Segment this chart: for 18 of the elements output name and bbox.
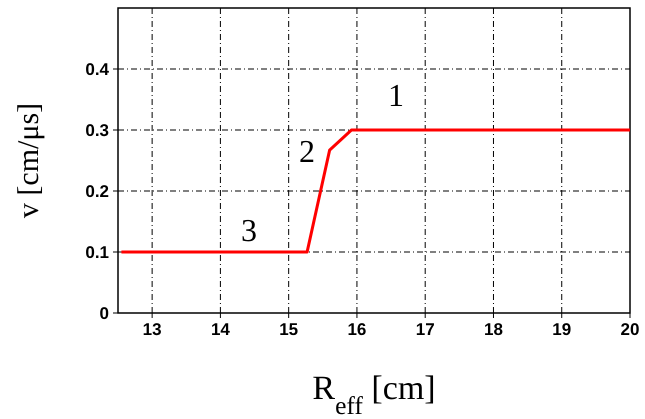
x-tick-label: 20 bbox=[620, 320, 640, 339]
annotation: 3 bbox=[241, 212, 257, 248]
annotation: 1 bbox=[388, 77, 404, 113]
x-tick-label: 19 bbox=[552, 320, 572, 339]
y-tick-label: 0 bbox=[100, 304, 109, 323]
annotation: 2 bbox=[299, 133, 315, 169]
x-tick-label: 17 bbox=[416, 320, 435, 339]
y-tick-label: 0.4 bbox=[85, 60, 110, 79]
y-tick-label: 0.3 bbox=[85, 121, 109, 140]
x-tick-label: 15 bbox=[279, 320, 298, 339]
y-tick-label: 0.1 bbox=[85, 243, 109, 262]
x-axis-title: R$_{eff}$ [cm] bbox=[312, 370, 436, 419]
x-tick-label: 18 bbox=[484, 320, 503, 339]
x-tick-label: 16 bbox=[347, 320, 366, 339]
y-axis-title: v [cm/μs] bbox=[12, 102, 45, 218]
y-tick-label: 0.2 bbox=[85, 182, 109, 201]
x-tick-label: 13 bbox=[142, 320, 162, 339]
x-tick-label: 14 bbox=[210, 320, 230, 339]
